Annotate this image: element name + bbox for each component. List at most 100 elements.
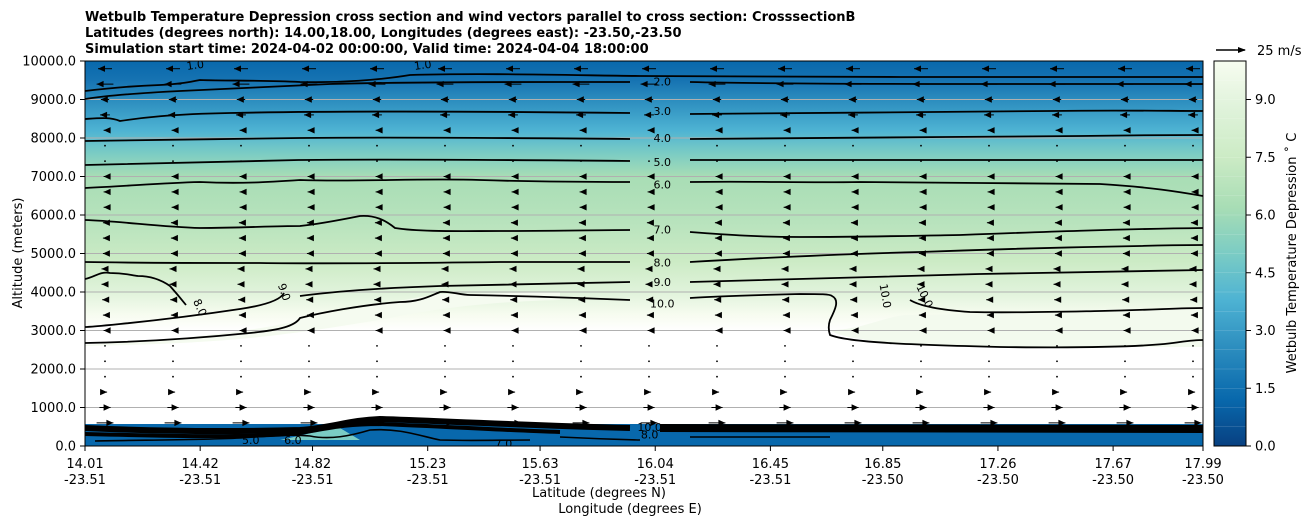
contour-label-side-3-text: 9.0 [275,282,293,303]
wind-vector-head [1191,127,1199,134]
wind-vector-head [1123,327,1131,334]
wind-vector-head [443,127,451,134]
wind-vector-head [645,281,653,288]
wind-vector-head [579,188,587,196]
wind-vector-dot [376,144,378,147]
wind-vector-head [646,296,654,303]
wind-vector-head [1191,188,1199,196]
contour-label-surface-3: 5.0 [242,434,260,446]
wind-vector-head [103,404,111,411]
contour-label-surface-1: 8.0 [641,428,659,441]
wind-vector-head [916,111,924,119]
wind-vector-dot [512,144,514,147]
wind-vector-head [579,173,587,180]
wind-vector-head [980,80,988,88]
wind-vector-head [102,234,110,242]
wind-vector-dot [512,160,514,163]
wind-vector-dot [716,345,718,347]
wind-vector-head [307,204,315,211]
wind-vector-head [851,327,859,334]
wind-vector-head [511,127,519,134]
wind-vector-dot [240,375,242,378]
contour-label-side-0-text: 1.0 [186,58,205,73]
wind-vector-dot [1124,144,1126,147]
wind-vector-head [849,265,857,273]
wind-vector-head [239,127,247,134]
contour-label-side-1-text: 1.0 [413,58,432,73]
wind-vector-head [103,327,111,334]
colorbar-tick-label-4: 6.0 [1255,209,1276,224]
wind-vector-head [510,234,518,242]
wind-vector-head [850,296,858,303]
wind-vector-dot [172,345,174,347]
wind-vector-head [164,80,172,88]
wind-vector-head [1191,204,1199,211]
wind-vector-head [103,173,111,180]
y-tick-label-6: 6000.0 [31,209,77,224]
wind-vector-head [918,311,926,319]
wind-vector-head [714,296,722,303]
wind-vector-head [919,127,927,134]
high-depression-region [830,308,1203,347]
contour-label-3.0-text: 3.0 [653,105,671,118]
wind-vector-dot [308,375,310,378]
contour-label-5.0: 5.0 [653,156,671,169]
wind-vector-head [912,80,920,88]
wind-vector-head [984,388,992,396]
wind-vector-head [578,219,586,226]
wind-vector-dot [104,345,106,347]
wind-vector-head [578,311,586,319]
wind-vector-head [644,388,652,396]
wind-vector-head [577,281,585,288]
wind-vector-head [782,250,790,257]
wind-vector-head [236,96,244,103]
wind-vector-head [780,388,788,396]
wind-vector-head [370,65,377,72]
wind-vector-head [782,296,790,303]
wind-vector-head [509,265,517,273]
wind-vector-head [846,65,853,72]
wind-vector-dot [852,345,854,347]
wind-vector-dot [104,360,106,363]
wind-vector-head [647,127,655,134]
wind-vector-head [508,388,516,396]
x-tick-lat-label-4: 15.63 [521,457,558,472]
contour-label-surface-2: 7.0 [495,437,513,446]
y-tick-label-7: 7000.0 [31,170,77,185]
wind-vector-head [374,250,382,257]
wind-vector-head [440,388,448,396]
wind-vector-dot [1056,375,1058,378]
wind-vector-head [504,80,512,88]
wind-vector-dot [1192,360,1194,363]
wind-vector-head [506,65,513,72]
contour-label-side-4: 10.0 [877,283,894,309]
wind-vector-head [916,388,924,396]
wind-vector-head [1188,388,1196,396]
wind-vector-head [714,311,722,319]
wind-vector-dot [376,375,378,378]
x-tick-lon-label-5: -23.51 [634,473,676,488]
wind-vector-head [986,234,994,242]
wind-vector-head [647,173,655,180]
wind-vector-head [982,65,989,72]
wind-vector-head [849,281,857,288]
wind-vector-head [1191,404,1199,411]
wind-vector-head [579,127,587,134]
wind-vector-head [922,419,930,427]
wind-vector-dot [784,360,786,363]
wind-vector-dot [784,375,786,378]
contour-line-10-0 [85,290,1203,349]
wind-vector-head [441,265,449,273]
wind-vector-dot [376,160,378,163]
wind-vector-dot [988,360,990,363]
wind-vector-head [1184,80,1192,88]
wind-vector-head [174,419,182,427]
wind-vector-head [375,204,383,211]
wind-vector-head [169,265,177,273]
wind-vector-head [1123,188,1131,196]
wind-vector-head [715,173,723,180]
wind-vector-dot [1192,345,1194,347]
wind-vector-head [307,327,315,334]
wind-vector-head [170,219,178,226]
